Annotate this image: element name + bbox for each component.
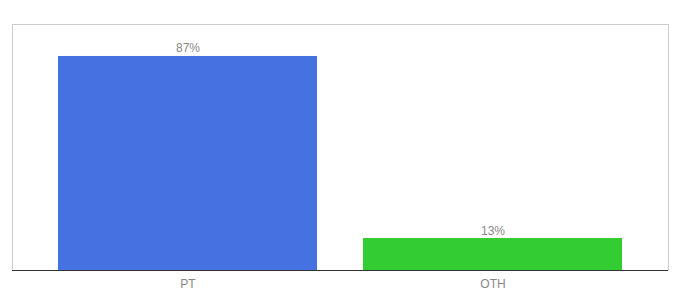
svg-text:87%: 87% <box>176 41 200 55</box>
svg-text:13%: 13% <box>481 224 505 238</box>
svg-text:PT: PT <box>180 277 196 291</box>
svg-text:OTH: OTH <box>480 277 505 291</box>
